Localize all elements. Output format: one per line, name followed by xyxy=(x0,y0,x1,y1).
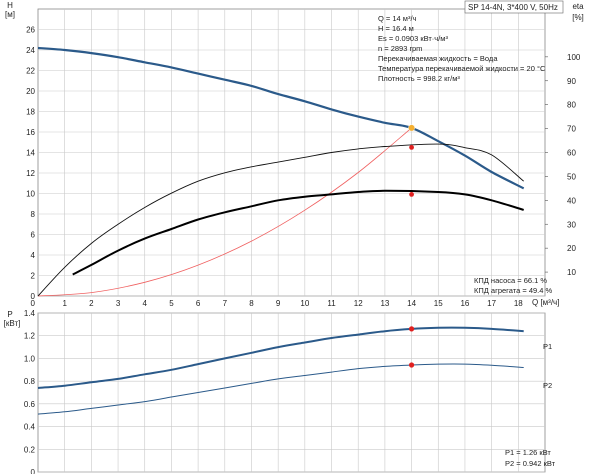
pump-eff-duty-point xyxy=(409,144,414,150)
head-y-tick-label: 26 xyxy=(26,26,35,35)
x-tick-label: 10 xyxy=(300,299,309,308)
power-P2-curve xyxy=(37,363,524,415)
head-y-tick-label: 6 xyxy=(31,231,36,240)
power-y-tick-label: 0.2 xyxy=(24,445,36,454)
x-tick-label: 4 xyxy=(143,299,148,308)
x-tick-label: 18 xyxy=(514,299,523,308)
info-flow: Q = 14 м³/ч xyxy=(378,14,417,23)
eta-y-tick-label: 100 xyxy=(567,53,581,62)
power-chart-frame xyxy=(37,312,546,473)
eta-y-tick-label: 50 xyxy=(567,172,576,181)
power-y-tick-label: 0.6 xyxy=(24,400,36,409)
x-tick-label: 3 xyxy=(116,299,121,308)
y-axis-label-eta-symbol: eta xyxy=(572,2,584,11)
head-y-tick-label: 20 xyxy=(26,87,35,96)
head-y-tick-label: 14 xyxy=(26,149,35,158)
pump_eff-curve xyxy=(37,143,524,297)
x-tick-label: 5 xyxy=(169,299,174,308)
eta-y-tick-label: 80 xyxy=(567,101,576,110)
power-y-tick-label: 0 xyxy=(31,468,36,474)
head-y-tick-label: 8 xyxy=(31,210,36,219)
head-y-tick-label: 18 xyxy=(26,108,35,117)
power-y-tick-label: 0.4 xyxy=(24,423,36,432)
eta-y-tick-label: 10 xyxy=(567,268,576,277)
x-tick-label: 12 xyxy=(354,299,363,308)
y-axis-label-power-unit: [кВт] xyxy=(4,319,21,328)
p2-value-note: P2 = 0.942 кВт xyxy=(505,459,556,468)
p2-series-label: P2 xyxy=(543,381,552,390)
x-tick-label-zero: 0 xyxy=(31,299,36,308)
power-P1-curve xyxy=(37,326,524,389)
info-temperature: Температура перекачиваемой жидкости = 20… xyxy=(378,64,546,73)
p1-duty-point xyxy=(408,326,415,332)
x-tick-label: 8 xyxy=(249,299,254,308)
head-y-tick-label: 24 xyxy=(26,46,35,55)
x-tick-label: 11 xyxy=(327,299,336,308)
y-axis-label-eta-unit: [%] xyxy=(572,13,584,22)
power-chart-grid xyxy=(37,312,546,473)
head-chart-grid xyxy=(37,8,546,297)
model-label: SP 14-4N, 3*400 V, 50Hz xyxy=(468,3,558,12)
info-head: H = 16.4 м xyxy=(378,24,414,33)
eta-y-tick-label: 40 xyxy=(567,196,576,205)
y-axis-label-power-symbol: P xyxy=(7,310,12,319)
eta-y-tick-label: 70 xyxy=(567,125,576,134)
x-tick-label: 6 xyxy=(196,299,201,308)
x-tick-label: 1 xyxy=(62,299,67,308)
head-y-tick-label: 4 xyxy=(31,251,36,260)
head-y-tick-label: 0 xyxy=(31,292,36,301)
head-y-tick-label: 22 xyxy=(26,67,35,76)
power-y-tick-label: 1.4 xyxy=(24,309,36,318)
power-y-tick-label: 1.0 xyxy=(24,354,36,363)
head-y-tick-label: 16 xyxy=(26,128,35,137)
x-tick-label: 15 xyxy=(434,299,443,308)
model-label-box xyxy=(464,0,564,14)
power-chart-curves xyxy=(37,326,524,415)
unit-eff-duty-point xyxy=(409,191,414,197)
unit-efficiency-note: КПД агрегата = 49.4 % xyxy=(474,286,552,295)
x-axis-label: Q [м³/ч] xyxy=(532,298,559,307)
power-y-tick-label: 1.2 xyxy=(24,332,36,341)
x-tick-label: 9 xyxy=(276,299,281,308)
p1-series-label: P1 xyxy=(543,342,552,351)
system-curve xyxy=(37,127,412,297)
info-energy: Es = 0.0903 кВт·ч/м³ xyxy=(378,34,448,43)
info-density: Плотность = 998.2 кг/м³ xyxy=(378,74,460,83)
power-y-tick-label: 0.8 xyxy=(24,377,36,386)
p2-duty-point xyxy=(408,362,415,368)
head-duty-point xyxy=(408,124,415,132)
eta-y-tick-label: 60 xyxy=(567,149,576,158)
x-tick-label: 16 xyxy=(460,299,469,308)
info-liquid: Перекачиваемая жидкость = Вода xyxy=(378,54,498,63)
x-tick-label: 2 xyxy=(89,299,94,308)
head-chart-curves xyxy=(37,46,525,297)
unit_eff-curve xyxy=(72,189,524,276)
x-tick-label: 14 xyxy=(407,299,416,308)
y-axis-label-head-unit: [м] xyxy=(5,10,15,19)
info-speed: n = 2893 rpm xyxy=(378,44,422,53)
p1-value-note: P1 = 1.26 кВт xyxy=(505,448,551,457)
head-y-tick-label: 2 xyxy=(31,272,36,281)
eta-y-tick-label: 30 xyxy=(567,220,576,229)
x-tick-label: 7 xyxy=(223,299,228,308)
y-axis-label-head-symbol: H xyxy=(7,1,13,10)
eta-y-tick-label: 90 xyxy=(567,77,576,86)
eta-y-tick-label: 20 xyxy=(567,244,576,253)
x-tick-label: 13 xyxy=(380,299,389,308)
head-y-tick-label: 12 xyxy=(26,169,35,178)
head-y-tick-label: 10 xyxy=(26,190,35,199)
axis-ticks: 0246810121416182022242610203040506070809… xyxy=(24,26,581,474)
pump-efficiency-note: КПД насоса = 66.1 % xyxy=(474,276,547,285)
x-tick-label: 17 xyxy=(487,299,496,308)
head-curve xyxy=(37,46,525,190)
